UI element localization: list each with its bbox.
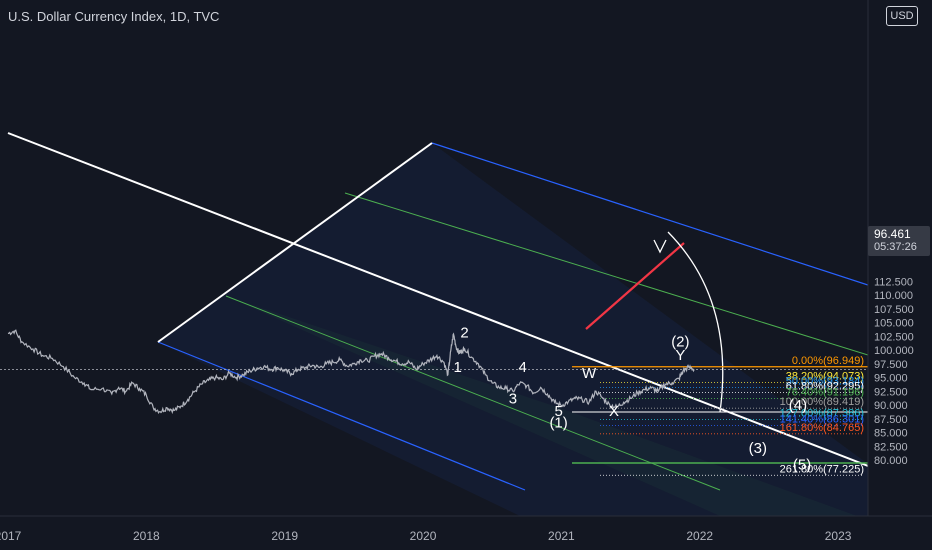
x-tick-label: 2023 [825, 529, 852, 543]
y-tick-label: 85.000 [874, 428, 908, 440]
fib-level-label: 127.00%(87.386) [780, 407, 864, 419]
y-tick-label: 95.000 [874, 373, 908, 385]
pitchfork-handle-left [157, 142, 433, 343]
wave-labels: 1 2 34 5(1) W X Y(2) (3) (4) (5) [453, 324, 811, 473]
fib-level-label: 50.00%(93.184) [786, 375, 864, 387]
y-tick-label: 90.000 [874, 400, 908, 412]
y-tick-label: 110.000 [874, 290, 913, 302]
fib-level-label: 0.00%(96.949) [792, 355, 864, 367]
channel-green-upper [344, 192, 868, 356]
wave-label: X [609, 403, 619, 420]
x-axis[interactable]: 2017 2018 2019 2020 2021 2022 2023 [0, 515, 932, 543]
fib-level-label: 261.80%(77.225) [780, 463, 864, 475]
y-tick-label: 82.500 [874, 441, 908, 453]
projection-arrow [653, 239, 667, 254]
fib-level-label: 161.80%(84.765) [780, 422, 864, 434]
fibonacci-levels: 0.00%(96.949) 38.20%(94.073)50.00%(93.184… [572, 355, 868, 476]
pitchfork-channels [7, 132, 868, 516]
fib-level-label: 76.40%(91.196) [786, 386, 864, 398]
y-tick-label: 87.500 [874, 414, 908, 426]
wave-label: (2) [671, 334, 689, 351]
currency-button[interactable]: USD [886, 6, 918, 26]
wave-label: Y [675, 347, 685, 364]
x-tick-label: 2017 [0, 529, 22, 543]
wave-label: (3) [749, 440, 767, 457]
chart-title: U.S. Dollar Currency Index, 1D, TVC [8, 9, 220, 24]
y-tick-label: 97.500 [874, 359, 908, 371]
wave-label: 3 [509, 390, 517, 407]
wave-label: 2 [460, 324, 468, 341]
price-series-line [7, 329, 695, 415]
last-price-badge: 96.461 05:37:26 [868, 226, 930, 256]
fib-level-label: 61.80%(92.295) [786, 380, 864, 392]
wave-label: W [582, 365, 597, 382]
wave-label: (5) [793, 456, 811, 473]
y-tick-label: 112.500 [874, 276, 913, 288]
projection-arc [667, 231, 724, 413]
x-tick-label: 2018 [133, 529, 160, 543]
y-tick-label: 105.000 [874, 318, 914, 330]
y-tick-label: 92.500 [874, 386, 908, 398]
channel-fill-green [226, 296, 868, 516]
channel-green-lower [225, 295, 721, 491]
x-tick-label: 2019 [271, 529, 298, 543]
wave-label: 1 [453, 359, 461, 376]
x-tick-label: 2020 [410, 529, 437, 543]
fib-level-label: 100.00%(89.419) [780, 396, 864, 408]
x-tick-label: 2022 [686, 529, 713, 543]
wave-label: 4 [518, 359, 526, 376]
y-tick-label: 100.000 [874, 345, 914, 357]
last-price-value: 96.461 [874, 227, 911, 241]
bar-countdown: 05:37:26 [874, 241, 917, 253]
trendline-main [7, 132, 868, 467]
fib-level-label: 38.20%(94.073) [786, 371, 864, 383]
wave-label: 5 [554, 403, 562, 420]
wave-label: (1) [549, 415, 567, 432]
fib-level-label: 141.40%(86.301) [780, 413, 864, 425]
y-tick-label: 80.000 [874, 455, 908, 467]
wave-label: (4) [789, 397, 807, 414]
y-tick-label: 102.500 [874, 331, 914, 343]
channel-blue-upper [431, 142, 868, 286]
x-tick-label: 2021 [548, 529, 575, 543]
channel-blue-lower [157, 341, 526, 491]
red-trendline [585, 242, 685, 330]
y-tick-label: 107.500 [874, 304, 914, 316]
